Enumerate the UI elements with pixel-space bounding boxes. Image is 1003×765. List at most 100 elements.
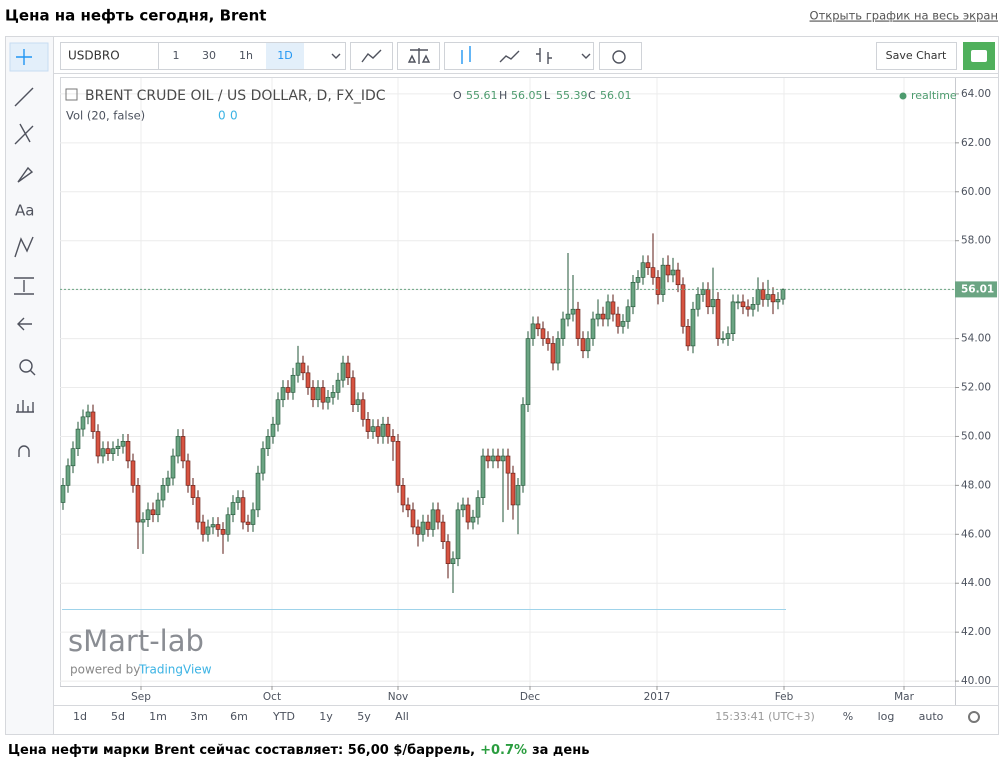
provider[interactable]: TradingView bbox=[138, 663, 212, 677]
chart-title: BRENT CRUDE OIL / US DOLLAR, D, FX_IDC bbox=[85, 88, 386, 104]
candle-body bbox=[185, 460, 191, 486]
candle-body bbox=[565, 313, 571, 320]
save-btn[interactable] bbox=[876, 42, 957, 70]
candle-body bbox=[265, 436, 271, 449]
range-button[interactable]: 5d bbox=[111, 710, 125, 723]
candle-body bbox=[105, 448, 111, 454]
candle-body bbox=[200, 521, 206, 535]
candle-body bbox=[475, 497, 481, 518]
candle-body bbox=[125, 441, 131, 462]
powered-by: powered by bbox=[70, 663, 140, 677]
candle-body bbox=[620, 321, 626, 327]
scale-option[interactable]: % bbox=[843, 710, 853, 723]
candle-body bbox=[190, 485, 196, 498]
chart-style-group[interactable] bbox=[444, 42, 594, 70]
ohlc-letter: L bbox=[544, 89, 551, 102]
candle-body bbox=[370, 426, 376, 432]
candle-body bbox=[445, 541, 451, 564]
candle-body bbox=[140, 519, 146, 523]
footer: Цена нефти марки Brent сейчас составляет… bbox=[8, 743, 589, 758]
range-button[interactable]: 1y bbox=[319, 710, 333, 723]
candle-body bbox=[725, 333, 731, 339]
y-tick-label: 62.00 bbox=[961, 137, 991, 149]
x-tick-label: 2017 bbox=[644, 691, 671, 703]
ohlc-value: 55.39 bbox=[556, 89, 588, 102]
candle-body bbox=[120, 441, 126, 447]
interval[interactable]: 1D bbox=[277, 49, 292, 62]
y-tick-label: 46.00 bbox=[961, 528, 991, 540]
candle-body bbox=[155, 499, 161, 516]
x-tick-label: Dec bbox=[520, 691, 541, 703]
y-tick-label: 50.00 bbox=[961, 430, 991, 442]
text-tool[interactable]: Aa bbox=[15, 202, 34, 220]
tool-icons bbox=[14, 49, 36, 457]
range-button[interactable]: 3m bbox=[190, 710, 208, 723]
candle-body bbox=[85, 411, 91, 418]
candle-body bbox=[290, 374, 296, 393]
candle-body bbox=[680, 284, 686, 327]
range-button[interactable]: 6m bbox=[230, 710, 248, 723]
candle-body bbox=[650, 267, 656, 278]
candle-body bbox=[775, 299, 781, 303]
candle-body bbox=[390, 436, 396, 442]
footer-suffix: за день bbox=[532, 743, 589, 758]
candle-body bbox=[530, 323, 536, 339]
candle-body bbox=[245, 521, 251, 525]
candle-body bbox=[90, 411, 96, 432]
candle-body bbox=[335, 379, 341, 393]
range-button[interactable]: 1m bbox=[149, 710, 167, 723]
candle-body bbox=[450, 558, 456, 564]
range-button[interactable]: 1d bbox=[73, 710, 87, 723]
candle-body bbox=[250, 509, 256, 525]
candle-body bbox=[605, 301, 611, 320]
fullscreen-link[interactable]: Открыть график на весь экран bbox=[810, 9, 998, 23]
interval[interactable]: 30 bbox=[202, 49, 216, 62]
candle-body bbox=[675, 269, 681, 286]
candle-body bbox=[295, 362, 301, 376]
candle-body bbox=[150, 509, 156, 516]
candle-body bbox=[355, 399, 361, 405]
scale-option[interactable]: auto bbox=[919, 710, 944, 723]
range-button[interactable]: YTD bbox=[272, 710, 295, 723]
candle-body bbox=[255, 472, 261, 511]
ohlc-letter: O bbox=[453, 89, 462, 102]
candle-body bbox=[235, 497, 241, 503]
range-button[interactable]: 5y bbox=[357, 710, 371, 723]
range-button[interactable]: All bbox=[395, 710, 409, 723]
candle-body bbox=[320, 387, 326, 403]
footer-change: +0.7% bbox=[480, 743, 527, 758]
y-tick-label: 44.00 bbox=[961, 577, 991, 589]
y-tick-label: 64.00 bbox=[961, 88, 991, 100]
alert-btn[interactable] bbox=[599, 42, 642, 70]
candle-body bbox=[525, 338, 531, 405]
candle-body bbox=[145, 509, 151, 520]
bottom-bar: 1d 5d 1m 3m 6m YTD 1y 5y All% log auto bbox=[73, 710, 944, 723]
x-tick-label: Oct bbox=[263, 691, 281, 703]
symbol[interactable]: USDBRO bbox=[68, 49, 120, 63]
candle-body bbox=[590, 318, 596, 339]
candle-body bbox=[80, 416, 86, 430]
symbol-box[interactable] bbox=[60, 42, 159, 70]
settings-icon[interactable] bbox=[968, 711, 980, 723]
candle-body bbox=[395, 441, 401, 486]
save-label[interactable]: Save Chart bbox=[886, 49, 947, 62]
scale-option[interactable]: log bbox=[878, 710, 895, 723]
y-tick-label: 42.00 bbox=[961, 626, 991, 638]
ohlc-letter: H bbox=[499, 89, 507, 102]
collapse-icon[interactable] bbox=[65, 88, 78, 101]
candle-body bbox=[695, 294, 701, 310]
interval[interactable]: 1h bbox=[239, 49, 253, 62]
interval[interactable]: 1 bbox=[173, 49, 180, 62]
candle-body bbox=[95, 431, 101, 457]
candle-body bbox=[420, 521, 426, 535]
y-tick-label: 40.00 bbox=[961, 675, 991, 687]
candle-body bbox=[480, 455, 486, 498]
x-tick-label: Sep bbox=[131, 691, 151, 703]
candle-body bbox=[75, 428, 81, 449]
page-title: Цена на нефть сегодня, Brent bbox=[5, 7, 266, 25]
ohlc-value: 56.01 bbox=[600, 89, 632, 102]
candle-body bbox=[550, 343, 556, 364]
volume-value: 0 bbox=[230, 109, 238, 123]
candle-body bbox=[685, 326, 691, 347]
